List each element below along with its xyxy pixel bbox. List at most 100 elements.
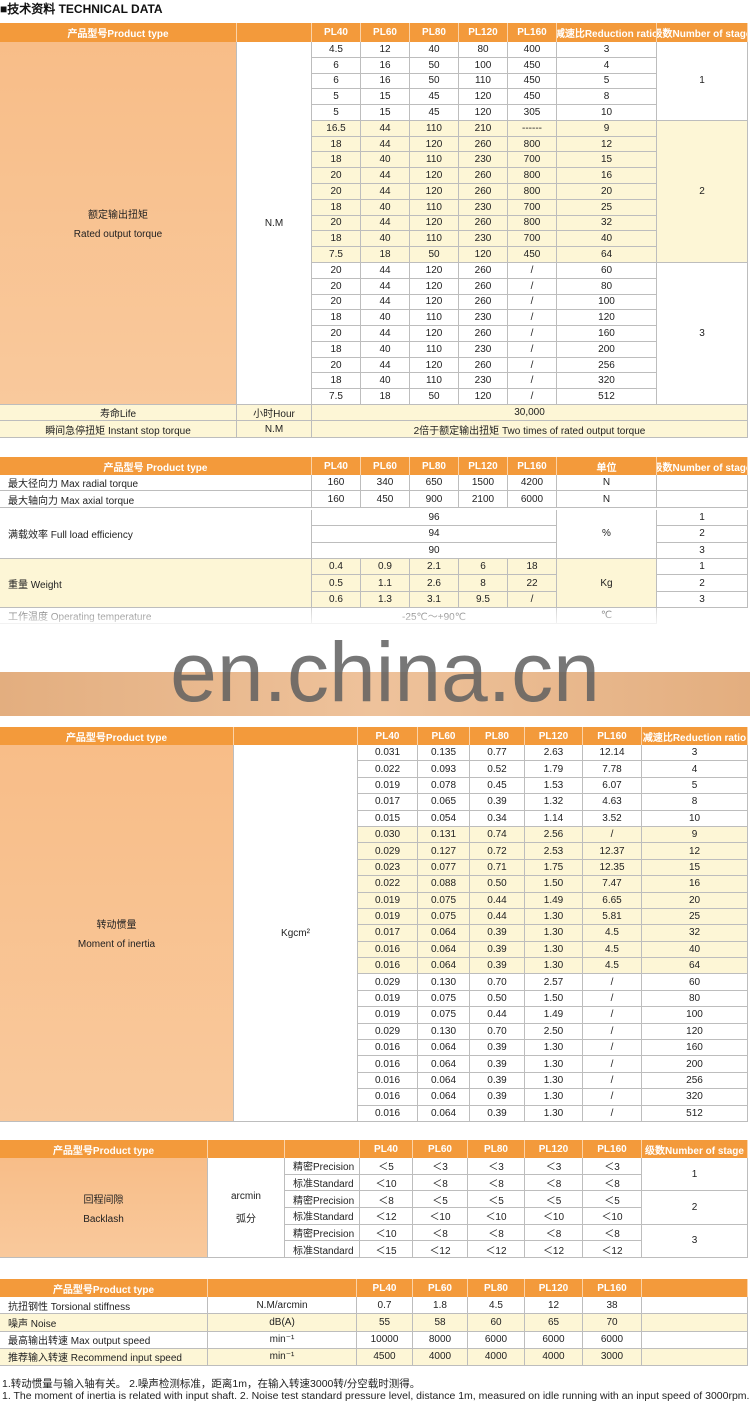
cell: 40 (361, 341, 410, 358)
cell: 260 (459, 326, 508, 342)
cell: 20 (312, 357, 361, 374)
cell: 1.30 (525, 1056, 583, 1073)
header-cell: PL160 (508, 457, 557, 475)
cell: 0.065 (418, 794, 470, 811)
header-cell: PL60 (418, 727, 470, 745)
cell: 40 (361, 373, 410, 390)
header-cell: 级数Number of stage (657, 457, 748, 475)
unit-cell: N (557, 475, 657, 492)
cell: 0.016 (358, 1089, 418, 1106)
header-cell: 产品型号 Product type (0, 457, 312, 475)
cell: / (508, 326, 557, 342)
cell: 160 (557, 326, 657, 342)
cell: / (583, 1072, 642, 1090)
header-cell: PL160 (583, 727, 642, 745)
header-cell: PL160 (508, 23, 557, 42)
cell: / (583, 1089, 642, 1106)
cell: 0.075 (418, 990, 470, 1008)
cell: 0.45 (470, 777, 525, 795)
stage-cell: 1 (657, 509, 748, 527)
cell: 1.53 (525, 777, 583, 795)
unit-cell: N.M (237, 421, 312, 438)
unit-cell: dB(A) (208, 1314, 357, 1332)
cell: 0.016 (358, 958, 418, 975)
cell: 22 (508, 575, 557, 592)
row-label: 重量 Weight (0, 559, 312, 609)
cell: 44 (361, 136, 410, 153)
stage-cell: 3 (657, 591, 748, 609)
cell: 18 (312, 310, 361, 327)
row-label: 满载效率 Full load efficiency (0, 509, 312, 559)
cell: 64 (557, 247, 657, 263)
cell: 0.019 (358, 1007, 418, 1024)
cell: 0.50 (470, 876, 525, 893)
row-label: 抗扭钢性 Torsional stiffness (0, 1297, 208, 1315)
grade-cell: 标准Standard (285, 1208, 360, 1225)
cell: 40 (410, 42, 459, 58)
cell: 0.029 (358, 974, 418, 991)
cell: 8000 (413, 1331, 468, 1349)
blank-cell (642, 1348, 748, 1366)
blank-cell (657, 491, 748, 508)
cell: / (583, 1105, 642, 1122)
cell: 1.1 (361, 575, 410, 592)
cell: ＜3 (413, 1158, 468, 1175)
cell: 230 (459, 310, 508, 327)
cell: / (508, 389, 557, 405)
cell: 5.81 (583, 908, 642, 926)
cell: 8 (459, 575, 508, 592)
cell: 12 (361, 42, 410, 58)
cell: 64 (642, 958, 748, 975)
cell: 0.064 (418, 1105, 470, 1122)
cell: 256 (642, 1072, 748, 1090)
cell: 1.8 (413, 1297, 468, 1315)
header-blank (642, 1279, 748, 1297)
cell: / (583, 1040, 642, 1057)
cell: 44 (361, 294, 410, 311)
cell: 44 (361, 168, 410, 185)
cell: 6.65 (583, 892, 642, 909)
unit-cell: N (557, 491, 657, 508)
cell: 800 (508, 168, 557, 185)
cell: 0.016 (358, 1072, 418, 1090)
cell: 4 (642, 761, 748, 778)
header-cell: PL160 (583, 1140, 642, 1158)
cell: 15 (557, 152, 657, 169)
cell: ＜12 (583, 1241, 642, 1258)
cell: 1.30 (525, 925, 583, 942)
cell: 6000 (508, 491, 557, 508)
unit-cell: Kgcm² (234, 745, 358, 1122)
cell: 650 (410, 475, 459, 492)
cell: 230 (459, 341, 508, 358)
cell: 0.023 (358, 859, 418, 877)
section-title: ■技术资料 TECHNICAL DATA (0, 2, 163, 16)
header-cell: 级数Number of stage (657, 23, 748, 42)
cell-line: 回程间隙 (83, 1194, 124, 1206)
cell: 0.71 (470, 859, 525, 877)
header-cell: PL60 (413, 1140, 468, 1158)
row-label: 额定输出扭矩 Rated output torque (0, 42, 237, 405)
header-blank (208, 1140, 285, 1158)
cell: 110 (459, 73, 508, 90)
cell: 10 (642, 810, 748, 827)
cell: 18 (312, 152, 361, 169)
cell: ＜10 (583, 1208, 642, 1225)
cell: 5 (557, 73, 657, 90)
cell: 0.39 (470, 925, 525, 942)
cell: 700 (508, 231, 557, 248)
cell: 0.017 (358, 925, 418, 942)
cell: 60 (642, 974, 748, 991)
cell: 0.088 (418, 876, 470, 893)
cell: 3000 (583, 1348, 642, 1366)
cell: 6000 (583, 1331, 642, 1349)
cell: 18 (508, 559, 557, 576)
cell: 100 (459, 57, 508, 74)
cell: 0.064 (418, 1072, 470, 1090)
cell: 9.5 (459, 591, 508, 609)
cell: 0.70 (470, 974, 525, 991)
cell: 0.34 (470, 810, 525, 827)
cell: 0.4 (312, 559, 361, 576)
cell: 4.5 (583, 941, 642, 959)
cell: ＜8 (468, 1174, 525, 1192)
cell: 20 (312, 184, 361, 200)
